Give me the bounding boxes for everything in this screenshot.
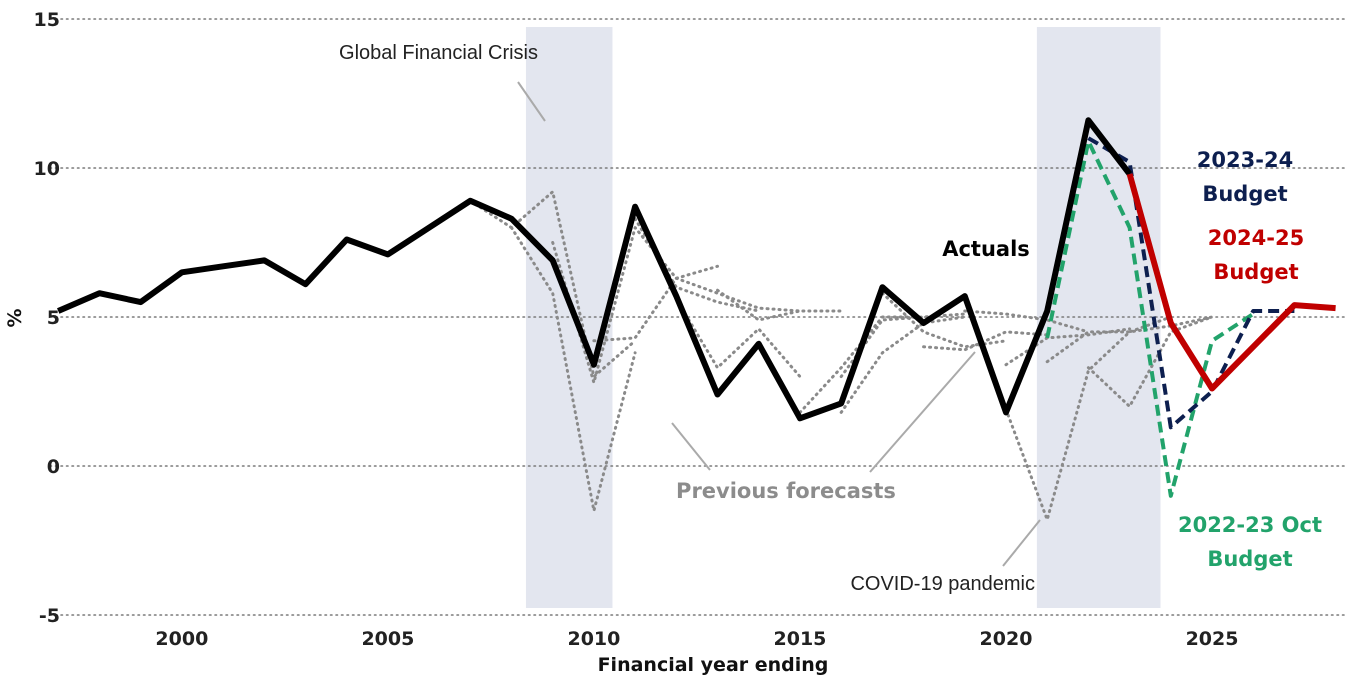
previous-forecast-line-15 [1004,327,1132,367]
previous-forecast-line-14 [963,309,1090,334]
previous-forecast-line-18 [1086,315,1214,408]
budget-2024-25-label-line1: 2024-25 [1208,226,1304,250]
actuals-line [57,117,1132,422]
budget-2022-23-oct-label-line1: 2022-23 Oct [1178,513,1322,537]
x-axis-title: Financial year ending [598,654,829,676]
budget-2023-24-line [1087,136,1295,430]
x-tick-label: 2025 [1186,628,1239,650]
budget-2022-23-oct-label-line2: Budget [1207,547,1292,571]
y-tick-label: -5 [39,605,60,627]
series-lines [57,117,1336,498]
x-tick-label: 2015 [774,628,827,650]
y-tick-label: 10 [34,158,60,180]
y-tick-label: 0 [47,456,60,478]
previous-forecast-line-12 [880,291,1008,349]
x-tick-label: 2005 [361,628,414,650]
previous-forecast-line-8 [674,297,802,379]
previous-forecast-line-2 [510,226,637,513]
previous-forecasts-leader-left [671,422,711,471]
actuals-label: Actuals [942,237,1030,261]
covid-annotation: COVID-19 pandemic [850,573,1035,595]
previous-forecasts-leader-right [869,351,976,473]
budget-2023-24-label-line1: 2023-24 [1197,148,1293,172]
previous-forecast-line-17 [1045,315,1214,364]
y-axis-title: % [4,308,26,327]
previous-forecast-line-4 [592,264,719,343]
x-tick-label: 2000 [155,628,208,650]
annotation-leaders [517,81,1041,567]
previous-forecast-line-5 [633,217,761,313]
budget-2023-24-label-line2: Budget [1202,182,1287,206]
previous-forecast-line-7 [716,288,843,322]
previous-forecast-line-1 [468,190,637,379]
gfc-leader-line [517,81,546,122]
covid-leader-line [1002,519,1041,567]
previous-forecast-line-9 [798,315,926,414]
gfc-annotation: Global Financial Crisis [339,42,538,64]
y-tick-label: 5 [47,307,60,329]
previous-forecast-line-13 [922,330,1049,352]
previous-forecasts-label: Previous forecasts [676,479,896,503]
budget-2022-23-oct-line [1045,139,1255,498]
x-axis-ticks: 2000 2005 2010 2015 2020 2025 [155,628,1238,650]
x-tick-label: 2010 [567,628,620,650]
shaded-period-covid [1036,27,1161,608]
x-tick-label: 2020 [980,628,1033,650]
y-axis-ticks: -5 0 5 10 15 [34,9,60,627]
gridlines [49,18,1349,616]
y-tick-label: 15 [34,9,60,31]
previous-forecast-line-10 [839,315,967,414]
budget-2024-25-label-line2: Budget [1213,260,1298,284]
previous-forecast-line-6 [674,276,802,313]
budget-2024-25-line [1126,173,1336,392]
